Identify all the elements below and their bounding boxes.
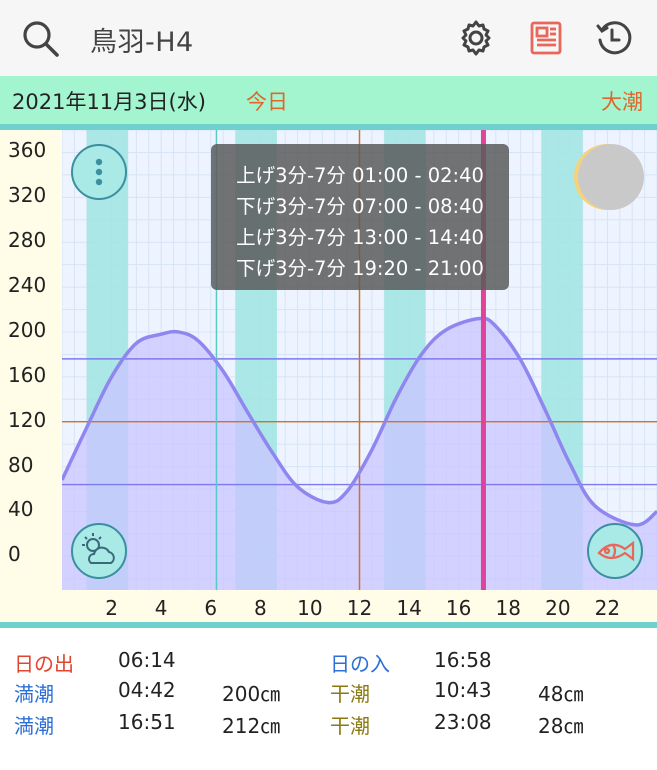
x-tick-label: 10 [297, 596, 323, 620]
location-title[interactable]: 鳥羽-H4 [90, 27, 194, 58]
tide-area [62, 318, 657, 590]
x-tick-label: 14 [396, 596, 422, 620]
y-tick-label: 240 [8, 273, 47, 298]
date-label[interactable]: 2021年11月3日(水) [12, 90, 206, 114]
search-icon[interactable] [20, 18, 60, 58]
low-tide-level: 48㎝ [538, 682, 584, 706]
x-tick-label: 22 [594, 596, 621, 620]
tide-tooltip: 上げ3分-7分 01:00 - 02:40 下げ3分-7分 07:00 - 08… [211, 144, 509, 290]
sunrise-label: 日の出 [14, 652, 74, 676]
moon-phase-icon[interactable] [578, 144, 644, 210]
y-tick-label: 200 [8, 317, 47, 342]
low-tide-label: 干潮 [330, 682, 370, 706]
high-tide-level: 200㎝ [222, 682, 281, 706]
y-tick-label: 0 [8, 542, 21, 567]
weather-icon [82, 533, 115, 564]
high-tide-label: 満潮 [14, 682, 54, 706]
y-tick-label: 280 [8, 228, 47, 253]
high-tide-level: 212㎝ [222, 714, 281, 738]
gear-icon[interactable] [456, 18, 496, 58]
tooltip-line: 下げ3分-7分 19:20 - 21:00 [236, 257, 484, 280]
tide-type-label: 大潮 [601, 90, 643, 114]
x-tick-label: 4 [154, 596, 168, 620]
newspaper-icon[interactable] [526, 18, 566, 58]
history-icon[interactable] [594, 18, 634, 58]
divider [0, 622, 657, 628]
x-tick-label: 2 [105, 596, 118, 620]
y-tick-label: 320 [8, 183, 47, 208]
x-tick-label: 12 [346, 596, 373, 620]
app-header: 鳥羽-H4 [0, 0, 657, 76]
tooltip-line: 下げ3分-7分 07:00 - 08:40 [236, 195, 484, 218]
menu-button[interactable] [71, 144, 127, 200]
x-tick-label: 18 [495, 596, 521, 620]
y-tick-label: 160 [8, 362, 47, 387]
low-tide-time: 10:43 [434, 678, 492, 702]
x-tick-label: 20 [545, 596, 571, 620]
tide-curve [62, 316, 657, 527]
low-tide-label: 干潮 [330, 714, 370, 738]
sunrise-time: 06:14 [118, 648, 176, 672]
x-tick-label: 8 [253, 596, 267, 620]
high-tide-time: 16:51 [118, 710, 176, 734]
x-tick-label: 16 [445, 596, 472, 620]
low-tide-level: 28㎝ [538, 714, 584, 738]
tooltip-line: 上げ3分-7分 01:00 - 02:40 [236, 164, 484, 187]
divider [0, 124, 657, 130]
fish-icon [597, 540, 635, 562]
today-label[interactable]: 今日 [246, 90, 288, 114]
tide-chart[interactable]: 360 320 280 240 200 160 120 80 40 0 2 4 6 8 10 12 14 16 1… [0, 130, 657, 622]
tooltip-line: 上げ3分-7分 13:00 - 14:40 [236, 226, 484, 249]
fishing-button[interactable] [587, 523, 643, 579]
y-tick-label: 360 [8, 138, 47, 163]
sunset-time: 16:58 [434, 648, 492, 672]
date-band: 2021年11月3日(水) 今日 大潮 [0, 76, 657, 124]
y-axis: 360 320 280 240 200 160 120 80 40 0 [0, 130, 62, 590]
low-tide-time: 23:08 [434, 710, 492, 734]
more-vertical-icon [95, 158, 103, 186]
y-tick-label: 40 [8, 497, 34, 522]
high-tide-time: 04:42 [118, 678, 176, 702]
sunset-label: 日の入 [330, 652, 390, 676]
y-tick-label: 80 [8, 452, 34, 477]
y-tick-label: 120 [8, 407, 47, 432]
x-tick-label: 6 [204, 596, 218, 620]
weather-button[interactable] [71, 523, 127, 579]
high-tide-label: 満潮 [14, 714, 54, 738]
